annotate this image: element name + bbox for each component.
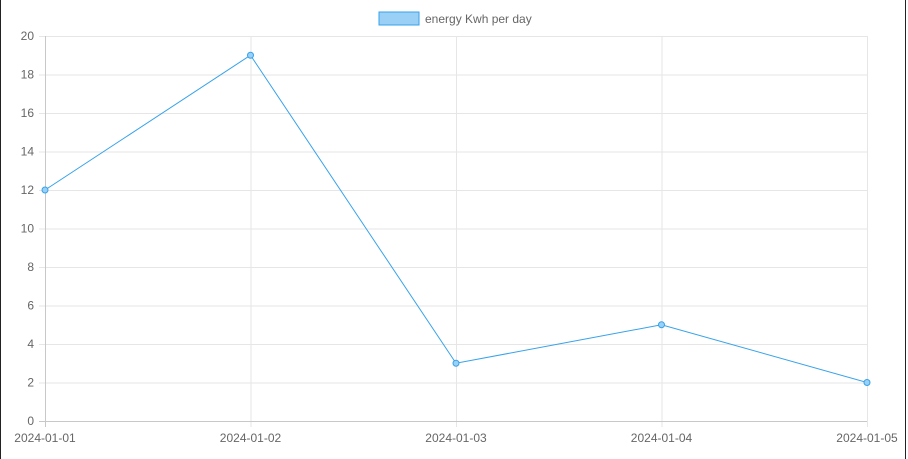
y-tick-label: 2 [27,376,34,390]
y-tick-label: 12 [21,183,35,197]
x-tick-label: 2024-01-01 [14,431,76,445]
y-tick-label: 20 [21,29,35,43]
x-tick-label: 2024-01-03 [425,431,487,445]
legend-label[interactable]: energy Kwh per day [425,12,532,26]
data-point[interactable] [658,321,665,329]
legend[interactable]: energy Kwh per day [378,11,532,26]
legend-swatch[interactable] [378,11,420,26]
data-point[interactable] [863,379,871,386]
data-point[interactable] [247,51,254,59]
y-tick-label: 6 [27,299,34,313]
data-point[interactable] [41,186,49,194]
series [41,51,871,386]
y-tick-label: 4 [27,337,34,351]
data-point[interactable] [452,359,460,367]
y-axis-labels: 0 2 4 6 8 10 12 14 16 18 20 [21,29,35,428]
x-tick-label: 2024-01-04 [631,431,693,445]
y-tick-label: 16 [21,106,35,120]
y-tick-label: 10 [21,222,35,236]
x-tick-label: 2024-01-02 [220,431,282,445]
x-tick-label: 2024-01-05 [836,431,898,445]
y-tick-label: 0 [27,414,34,428]
x-axis-labels: 2024-01-01 2024-01-02 2024-01-03 2024-01-04… [14,431,898,445]
axes [45,36,867,422]
grid [39,36,868,427]
y-tick-label: 8 [27,260,34,274]
y-tick-label: 18 [21,68,35,82]
y-tick-label: 14 [21,145,35,159]
